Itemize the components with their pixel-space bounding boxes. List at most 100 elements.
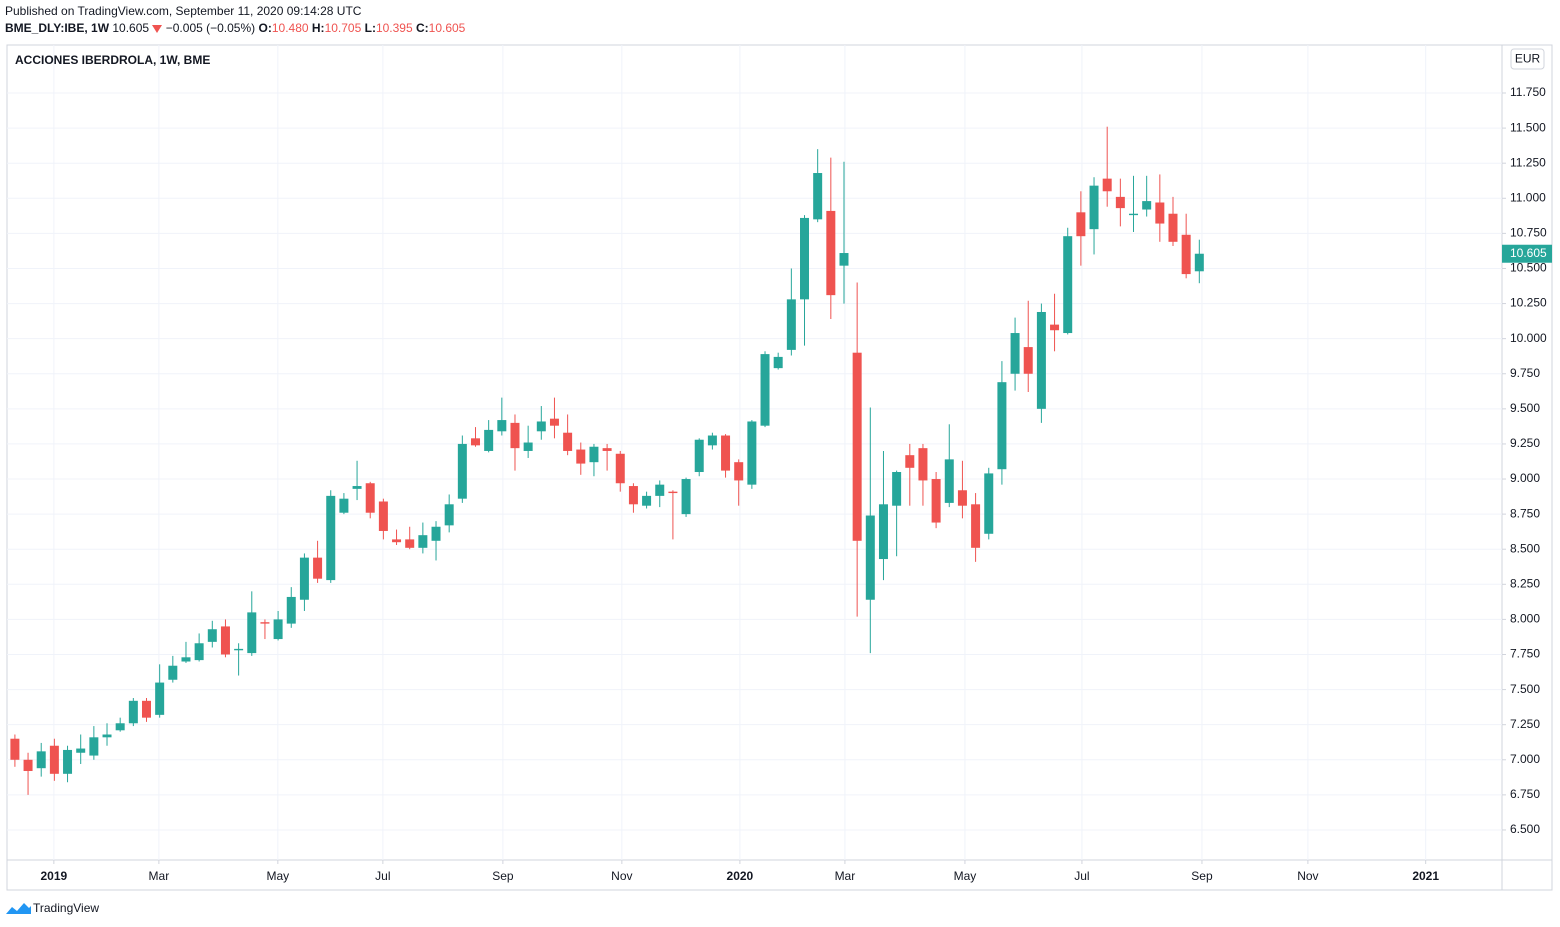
y-tick-label: 8.500 (1510, 541, 1540, 555)
candle-body (642, 495, 652, 506)
candle-body (247, 612, 257, 654)
candle-body (549, 418, 559, 426)
candle-body (220, 626, 230, 655)
last-price-label: 10.605 (1510, 246, 1547, 260)
footer-brand: TradingView (33, 901, 99, 915)
publish-line: Published on TradingView.com, September … (5, 4, 361, 18)
candle-body (405, 539, 415, 548)
candle-body (971, 504, 981, 548)
y-tick-label: 8.750 (1510, 506, 1540, 520)
x-tick-label: May (267, 869, 290, 883)
last-price-tag (1502, 244, 1552, 263)
down-arrow (152, 25, 163, 34)
close-value: 10.605 (428, 21, 466, 35)
candle-body (694, 439, 704, 473)
x-tick-label: Sep (1191, 869, 1213, 883)
candle-body (128, 700, 138, 724)
candle-body (589, 446, 599, 463)
candle-body (1142, 201, 1152, 210)
candle-body (76, 748, 86, 753)
candle-body (773, 356, 783, 369)
candle-body (655, 484, 665, 496)
candle-body (944, 459, 954, 503)
symbol-line: BME_DLY:IBE, 1W 10.605 −0.005 (−0.05%) O… (5, 21, 465, 35)
candle-body (365, 483, 375, 513)
candle-body (273, 619, 283, 640)
y-tick-label: 6.500 (1510, 822, 1540, 836)
y-tick-label: 10.250 (1510, 296, 1547, 310)
open-value: 10.480 (271, 21, 309, 35)
y-tick-label: 6.750 (1510, 787, 1540, 801)
candle-body (1063, 236, 1073, 334)
candle-body (36, 751, 46, 769)
candle-body (1129, 213, 1139, 216)
candle-body (444, 504, 454, 526)
candle-body (115, 723, 125, 731)
logo-icon (6, 903, 31, 914)
candle-body (1181, 234, 1191, 275)
candle-body (10, 738, 20, 760)
candle-body (826, 210, 836, 296)
y-tick-label: 11.250 (1510, 155, 1546, 169)
x-tick-label: 2021 (1412, 869, 1439, 883)
candle-body (615, 453, 625, 484)
publish-text: Published on TradingView.com, September … (5, 4, 362, 18)
candle-body (813, 173, 823, 220)
x-tick-label: 2020 (727, 869, 754, 883)
candle-body (1115, 196, 1125, 209)
currency-box (1510, 48, 1545, 70)
candle-body (760, 354, 770, 426)
candle-body (102, 734, 112, 738)
candle-body (63, 749, 73, 774)
candle-body (681, 479, 691, 515)
candle-body (418, 535, 428, 548)
low-value: 10.395 (375, 21, 413, 35)
y-tick-label: 7.500 (1510, 682, 1540, 696)
candle-body (49, 745, 59, 774)
candle-body (1155, 202, 1165, 224)
candle-body (865, 515, 875, 600)
candle-body (576, 449, 586, 464)
x-tick-label: May (954, 869, 977, 883)
candle-body (497, 420, 507, 432)
currency-label: EUR (1515, 52, 1541, 66)
candle-body (286, 596, 296, 624)
candle-body (431, 526, 441, 541)
y-tick-label: 8.250 (1510, 576, 1540, 590)
candle-body (23, 759, 33, 772)
candle-body (628, 486, 638, 505)
candle-body (260, 622, 270, 624)
y-tick-label: 10.000 (1510, 331, 1547, 345)
candle-body (1194, 253, 1204, 272)
candle-body (800, 217, 810, 300)
y-tick-label: 9.250 (1510, 436, 1540, 450)
candle-body (957, 490, 967, 506)
x-tick-label: Jul (1074, 869, 1089, 883)
candle-body (523, 442, 533, 451)
open-label: O: (258, 21, 272, 35)
candle-body (339, 498, 349, 513)
y-tick-label: 9.750 (1510, 366, 1540, 380)
symbol: BME_DLY:IBE, 1W (5, 21, 110, 35)
candle-body (931, 479, 941, 523)
candle-body (563, 432, 573, 451)
candles (10, 126, 1204, 795)
candle-body (1023, 347, 1033, 374)
candle-body (668, 491, 678, 494)
low-label: L: (364, 21, 376, 35)
candle-body (299, 557, 309, 600)
candle-body (892, 472, 902, 506)
candle-body (181, 657, 191, 662)
y-tick-label: 7.750 (1510, 647, 1540, 661)
candle-body (707, 435, 717, 446)
candle-body (457, 443, 467, 499)
candle-body (207, 629, 217, 642)
x-tick-label: Mar (149, 869, 170, 883)
candle-body (1010, 333, 1020, 374)
candle-body (984, 473, 994, 534)
x-tick-label: Sep (492, 869, 514, 883)
candle-body (313, 557, 323, 579)
candle-body (905, 455, 915, 468)
y-tick-label: 9.500 (1510, 401, 1540, 415)
candle-body (352, 486, 362, 489)
